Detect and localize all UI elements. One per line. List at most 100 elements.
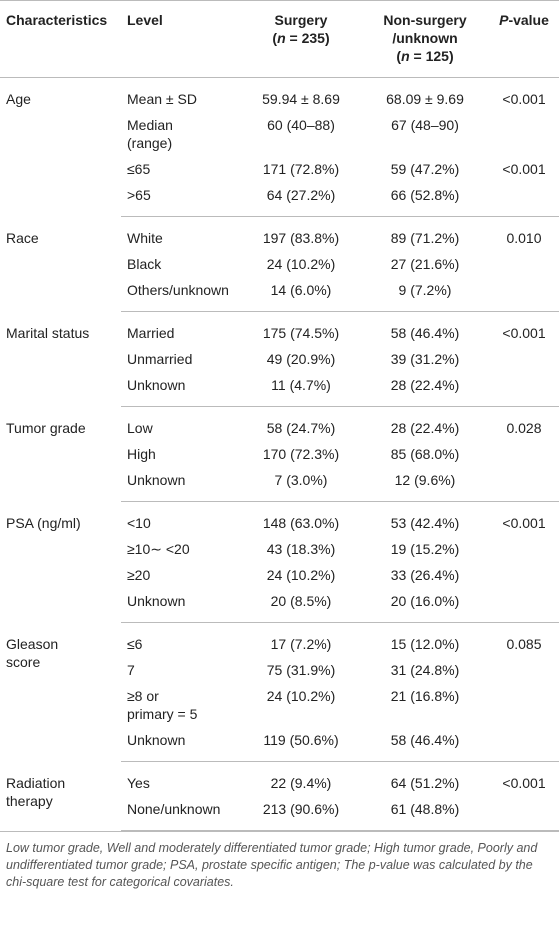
level-cell: High (127, 446, 156, 462)
header-line: /unknown (367, 29, 483, 47)
nonsurgery-cell: 58 (46.4%) (390, 325, 460, 341)
surgery-cell: 60 (40–88) (267, 117, 335, 133)
nonsurgery-cell: 27 (21.6%) (390, 256, 460, 272)
table-row: ≥10∼ <20 43 (18.3%) 19 (15.2%) (0, 536, 559, 562)
surgery-cell: 75 (31.9%) (266, 662, 336, 678)
characteristic-cell: Age (6, 91, 31, 107)
nonsurgery-cell: 28 (22.4%) (390, 420, 460, 436)
characteristic-cell: PSA (ng/ml) (6, 514, 81, 531)
nonsurgery-cell: 20 (16.0%) (361, 588, 489, 623)
nonsurgery-cell: 64 (51.2%) (390, 775, 460, 791)
nonsurgery-cell: 21 (16.8%) (390, 688, 460, 704)
header-cell: P-value (489, 0, 559, 78)
header-cell: Characteristics (0, 0, 121, 78)
level-cell: White (127, 230, 163, 246)
surgery-cell: 22 (9.4%) (270, 775, 332, 791)
data-table: Characteristics Level Surgery (n = 235) Non-… (0, 0, 559, 831)
nonsurgery-cell: 28 (22.4%) (361, 372, 489, 407)
nonsurgery-cell: 33 (26.4%) (390, 567, 460, 583)
p-value-cell: <0.001 (502, 325, 546, 341)
surgery-cell: 20 (8.5%) (241, 588, 361, 623)
table-row: None/unknown 213 (90.6%) 61 (48.8%) (0, 796, 559, 831)
table-row: Race White 197 (83.8%) 89 (71.2%) 0.010 (0, 217, 559, 252)
surgery-cell: 11 (4.7%) (241, 372, 361, 407)
header-line: Surgery (247, 11, 355, 29)
surgery-cell: 197 (83.8%) (262, 230, 340, 246)
header-text: Surgery (274, 12, 328, 28)
footnote: Low tumor grade, Well and moderately dif… (0, 831, 559, 899)
table-body: Age Mean ± SD 59.94 ± 8.69 68.09 ± 9.69 <0.0… (0, 78, 559, 831)
nonsurgery-cell: 59 (47.2%) (390, 161, 460, 177)
level-cell: Mean ± SD (127, 91, 197, 107)
level-cell: Black (127, 256, 162, 272)
nonsurgery-cell: 53 (42.4%) (390, 515, 460, 531)
p-value-cell (489, 277, 559, 312)
p-value-cell (489, 796, 559, 831)
header-text: Level (127, 12, 163, 28)
surgery-cell: 148 (63.0%) (262, 515, 340, 531)
header-line: Level (127, 11, 235, 29)
surgery-cell: 17 (7.2%) (270, 636, 332, 652)
table-row: Gleason score ≤6 17 (7.2%) 15 (12.0%) 0.085 (0, 623, 559, 670)
header-line: (n = 125) (367, 47, 483, 65)
p-value-cell: <0.001 (502, 91, 546, 107)
level-cell: <10 (127, 515, 151, 531)
nonsurgery-cell: 58 (46.4%) (361, 727, 489, 762)
table-row: >65 64 (27.2%) 66 (52.8%) (0, 182, 559, 217)
p-value-cell (489, 346, 559, 372)
p-value-cell: 0.028 (506, 420, 542, 436)
header-text: Characteristics (6, 12, 108, 28)
table-row: Median (range) 60 (40–88) 67 (48–90) (0, 112, 559, 156)
table-row: Unknown 20 (8.5%) 20 (16.0%) (0, 588, 559, 623)
nonsurgery-cell: 66 (52.8%) (361, 182, 489, 217)
level-cell: Married (127, 325, 175, 341)
level-cell: Yes (127, 775, 150, 791)
table-row: PSA (ng/ml) <10 148 (63.0%) 53 (42.4%) <0.00… (0, 502, 559, 537)
surgery-cell: 213 (90.6%) (241, 796, 361, 831)
level-cell: Others/unknown (121, 277, 241, 312)
header-text: -value (508, 12, 549, 28)
surgery-cell: 7 (3.0%) (241, 467, 361, 502)
header-cell: Level (121, 0, 241, 78)
p-value-cell (489, 251, 559, 277)
p-value-cell (489, 657, 559, 683)
table-row: Unknown 7 (3.0%) 12 (9.6%) (0, 467, 559, 502)
p-value-cell (489, 182, 559, 217)
characteristic-cell: Marital status (6, 324, 90, 341)
table-row: Unknown 119 (50.6%) 58 (46.4%) (0, 727, 559, 762)
table-row: Age Mean ± SD 59.94 ± 8.69 68.09 ± 9.69 <0.0… (0, 78, 559, 113)
level-cell: Unmarried (127, 351, 193, 367)
p-value-cell (489, 683, 559, 727)
p-value-cell: <0.001 (502, 515, 546, 531)
table-row: Black 24 (10.2%) 27 (21.6%) (0, 251, 559, 277)
level-cell: >65 (121, 182, 241, 217)
table-row: Marital status Married 175 (74.5%) 58 (46.4… (0, 312, 559, 347)
p-value-cell: <0.001 (502, 161, 546, 177)
table-row: Tumor grade Low 58 (24.7%) 28 (22.4%) 0.028 (0, 407, 559, 442)
nonsurgery-cell: 68.09 ± 9.69 (386, 91, 464, 107)
header-line: (n = 235) (247, 29, 355, 47)
level-cell: Low (127, 420, 153, 436)
characteristic-cell: Radiation therapy (6, 774, 66, 809)
header-text: /unknown (392, 30, 458, 46)
header-text: ( (396, 48, 402, 64)
surgery-cell: 49 (20.9%) (266, 351, 336, 367)
p-value-cell: 0.085 (506, 636, 542, 652)
header-text: P (499, 12, 509, 28)
p-value-cell (489, 562, 559, 588)
table-row: ≤65 171 (72.8%) 59 (47.2%) <0.001 (0, 156, 559, 182)
p-value-cell (489, 536, 559, 562)
nonsurgery-cell: 61 (48.8%) (361, 796, 489, 831)
characteristic-cell: Tumor grade (6, 419, 86, 436)
level-cell: ≥8 or primary = 5 (127, 688, 198, 722)
level-cell: ≤65 (127, 161, 151, 177)
surgery-cell: 43 (18.3%) (266, 541, 336, 557)
header-text: n (401, 48, 410, 64)
nonsurgery-cell: 9 (7.2%) (361, 277, 489, 312)
p-value-cell (489, 372, 559, 407)
p-value-cell: <0.001 (502, 775, 546, 791)
nonsurgery-cell: 15 (12.0%) (390, 636, 460, 652)
level-cell: None/unknown (121, 796, 241, 831)
table-row: Radiation therapy Yes 22 (9.4%) 64 (51.2%) <… (0, 762, 559, 809)
nonsurgery-cell: 12 (9.6%) (361, 467, 489, 502)
